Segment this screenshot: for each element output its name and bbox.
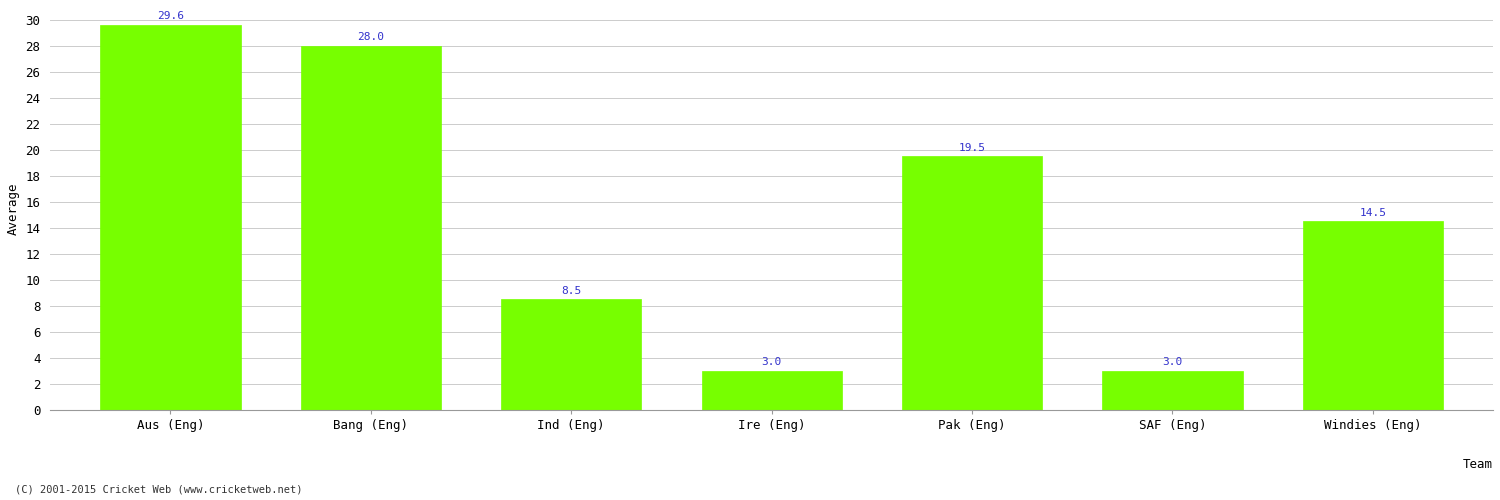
- Text: 19.5: 19.5: [958, 142, 986, 152]
- Text: 3.0: 3.0: [762, 357, 782, 367]
- Text: 3.0: 3.0: [1162, 357, 1182, 367]
- Text: (C) 2001-2015 Cricket Web (www.cricketweb.net): (C) 2001-2015 Cricket Web (www.cricketwe…: [15, 485, 303, 495]
- Text: 28.0: 28.0: [357, 32, 384, 42]
- Text: 29.6: 29.6: [158, 11, 184, 21]
- Bar: [902, 156, 1042, 410]
- Text: Team: Team: [1462, 458, 1492, 471]
- Bar: [702, 371, 842, 410]
- Y-axis label: Average: Average: [8, 182, 20, 234]
- Text: 14.5: 14.5: [1359, 208, 1386, 218]
- Bar: [1102, 371, 1242, 410]
- Bar: [501, 300, 642, 410]
- Bar: [100, 25, 240, 410]
- Bar: [1302, 222, 1443, 410]
- Text: 8.5: 8.5: [561, 286, 582, 296]
- Bar: [300, 46, 441, 410]
